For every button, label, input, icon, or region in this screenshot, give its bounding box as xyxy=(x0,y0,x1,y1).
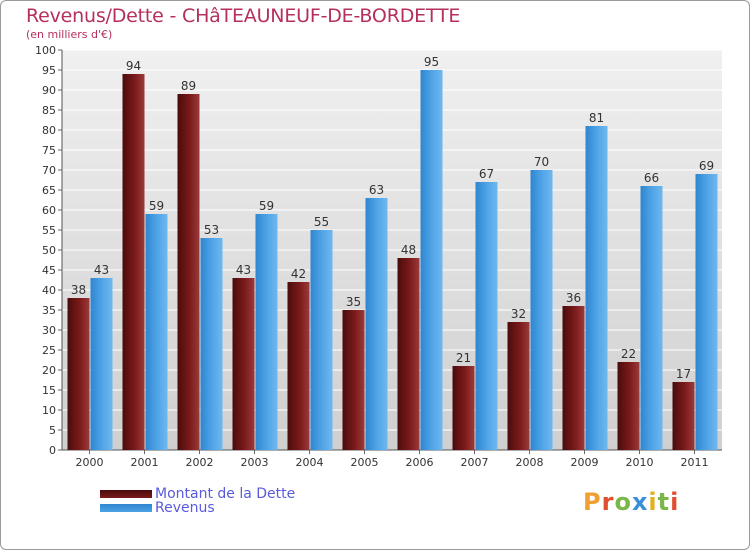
legend-swatch-revenus xyxy=(100,504,152,512)
y-tick-label: 55 xyxy=(42,224,56,237)
data-label: 53 xyxy=(204,223,219,237)
data-label: 22 xyxy=(621,347,636,361)
data-label: 36 xyxy=(566,291,581,305)
bar-dette xyxy=(397,258,420,450)
bar-dette xyxy=(562,306,585,450)
data-label: 89 xyxy=(181,79,196,93)
legend-swatch-dette xyxy=(100,490,152,498)
bar-revenus xyxy=(585,126,608,450)
bar-revenus xyxy=(90,278,113,450)
x-tick-label: 2010 xyxy=(626,456,654,469)
logo-letter: i xyxy=(648,488,658,516)
y-tick-label: 85 xyxy=(42,104,56,117)
y-tick-label: 5 xyxy=(49,424,56,437)
x-tick-label: 2000 xyxy=(76,456,104,469)
data-label: 69 xyxy=(699,159,714,173)
y-tick-label: 35 xyxy=(42,304,56,317)
bar-dette xyxy=(122,74,145,450)
y-tick-label: 50 xyxy=(42,244,56,257)
bar-dette xyxy=(287,282,310,450)
y-tick-label: 15 xyxy=(42,384,56,397)
x-tick-label: 2005 xyxy=(351,456,379,469)
logo-letter: t xyxy=(657,488,671,516)
data-label: 66 xyxy=(644,171,659,185)
x-tick-label: 2004 xyxy=(296,456,324,469)
y-tick-label: 75 xyxy=(42,144,56,157)
legend-label-dette: Montant de la Dette xyxy=(155,486,296,502)
chart-subtitle: (en milliers d'€) xyxy=(26,28,113,41)
bar-revenus xyxy=(475,182,498,450)
data-label: 67 xyxy=(479,167,494,181)
logo-letter: o xyxy=(614,488,632,516)
y-tick-label: 70 xyxy=(42,164,56,177)
bar-dette xyxy=(672,382,695,450)
bar-dette xyxy=(67,298,90,450)
y-tick-label: 40 xyxy=(42,284,56,297)
bar-revenus xyxy=(420,70,443,450)
y-tick-label: 10 xyxy=(42,404,56,417)
y-tick-label: 25 xyxy=(42,344,56,357)
data-label: 59 xyxy=(259,199,274,213)
logo-letter: i xyxy=(670,488,680,516)
bar-revenus xyxy=(530,170,553,450)
bar-dette xyxy=(177,94,200,450)
bar-dette xyxy=(452,366,475,450)
data-label: 38 xyxy=(71,283,86,297)
y-tick-label: 80 xyxy=(42,124,56,137)
data-label: 81 xyxy=(589,111,604,125)
data-label: 43 xyxy=(236,263,251,277)
data-label: 70 xyxy=(534,155,549,169)
bar-dette xyxy=(617,362,640,450)
bar-revenus xyxy=(145,214,168,450)
chart-title: Revenus/Dette - CHâTEAUNEUF-DE-BORDETTE xyxy=(26,5,461,27)
x-tick-label: 2008 xyxy=(516,456,544,469)
data-label: 17 xyxy=(676,367,691,381)
x-tick-label: 2002 xyxy=(186,456,214,469)
y-tick-label: 20 xyxy=(42,364,56,377)
y-tick-label: 30 xyxy=(42,324,56,337)
data-label: 42 xyxy=(291,267,306,281)
logo-letter: r xyxy=(601,488,615,516)
logo-letter: P xyxy=(583,488,602,516)
data-label: 48 xyxy=(401,243,416,257)
y-tick-label: 45 xyxy=(42,264,56,277)
y-tick-label: 95 xyxy=(42,64,56,77)
x-tick-label: 2009 xyxy=(571,456,599,469)
bar-revenus xyxy=(255,214,278,450)
data-label: 21 xyxy=(456,351,471,365)
bar-revenus xyxy=(640,186,663,450)
bar-revenus xyxy=(310,230,333,450)
y-tick-label: 0 xyxy=(49,444,56,457)
x-tick-label: 2003 xyxy=(241,456,269,469)
data-label: 95 xyxy=(424,55,439,69)
x-tick-label: 2001 xyxy=(131,456,159,469)
bar-revenus xyxy=(365,198,388,450)
data-label: 63 xyxy=(369,183,384,197)
bar-dette xyxy=(507,322,530,450)
x-tick-label: 2007 xyxy=(461,456,489,469)
x-tick-label: 2011 xyxy=(681,456,709,469)
x-tick-label: 2006 xyxy=(406,456,434,469)
proxiti-logo: Proxiti xyxy=(583,488,679,516)
y-tick-label: 100 xyxy=(35,44,56,57)
data-label: 55 xyxy=(314,215,329,229)
bar-dette xyxy=(232,278,255,450)
bar-revenus xyxy=(200,238,223,450)
y-tick-label: 90 xyxy=(42,84,56,97)
data-label: 94 xyxy=(126,59,141,73)
y-tick-label: 65 xyxy=(42,184,56,197)
bar-revenus xyxy=(695,174,718,450)
data-label: 43 xyxy=(94,263,109,277)
y-tick-label: 60 xyxy=(42,204,56,217)
legend-label-revenus: Revenus xyxy=(155,500,215,516)
logo-letter: x xyxy=(631,488,649,516)
data-label: 32 xyxy=(511,307,526,321)
bar-dette xyxy=(342,310,365,450)
data-label: 59 xyxy=(149,199,164,213)
data-label: 35 xyxy=(346,295,361,309)
